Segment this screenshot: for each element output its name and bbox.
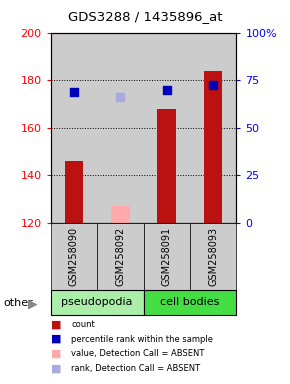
Text: GDS3288 / 1435896_at: GDS3288 / 1435896_at [68, 10, 222, 23]
Text: ■: ■ [51, 363, 61, 373]
FancyBboxPatch shape [144, 223, 190, 290]
FancyBboxPatch shape [51, 223, 97, 290]
Bar [51, 33, 97, 223]
Text: percentile rank within the sample: percentile rank within the sample [71, 334, 213, 344]
Text: GSM258090: GSM258090 [69, 227, 79, 286]
Bar [144, 33, 190, 223]
Text: count: count [71, 320, 95, 329]
Text: cell bodies: cell bodies [160, 297, 220, 308]
Bar [111, 206, 130, 223]
Text: pseudopodia: pseudopodia [61, 297, 133, 308]
FancyBboxPatch shape [144, 290, 236, 315]
Point [164, 87, 169, 93]
Text: rank, Detection Call = ABSENT: rank, Detection Call = ABSENT [71, 364, 200, 373]
FancyBboxPatch shape [190, 223, 236, 290]
Bar [157, 109, 176, 223]
Text: GSM258091: GSM258091 [162, 227, 172, 286]
Text: ■: ■ [51, 319, 61, 329]
Bar [65, 161, 83, 223]
Text: value, Detection Call = ABSENT: value, Detection Call = ABSENT [71, 349, 204, 358]
Text: ■: ■ [51, 334, 61, 344]
FancyBboxPatch shape [51, 290, 144, 315]
Text: GSM258092: GSM258092 [115, 227, 125, 286]
Text: other: other [3, 298, 33, 308]
Text: ■: ■ [51, 349, 61, 359]
Point [211, 82, 215, 88]
Point [118, 94, 123, 100]
Text: ▶: ▶ [28, 298, 37, 311]
FancyBboxPatch shape [97, 223, 144, 290]
Point [72, 89, 76, 95]
Bar [97, 33, 144, 223]
Text: GSM258093: GSM258093 [208, 227, 218, 286]
Bar [190, 33, 236, 223]
Bar [204, 71, 222, 223]
